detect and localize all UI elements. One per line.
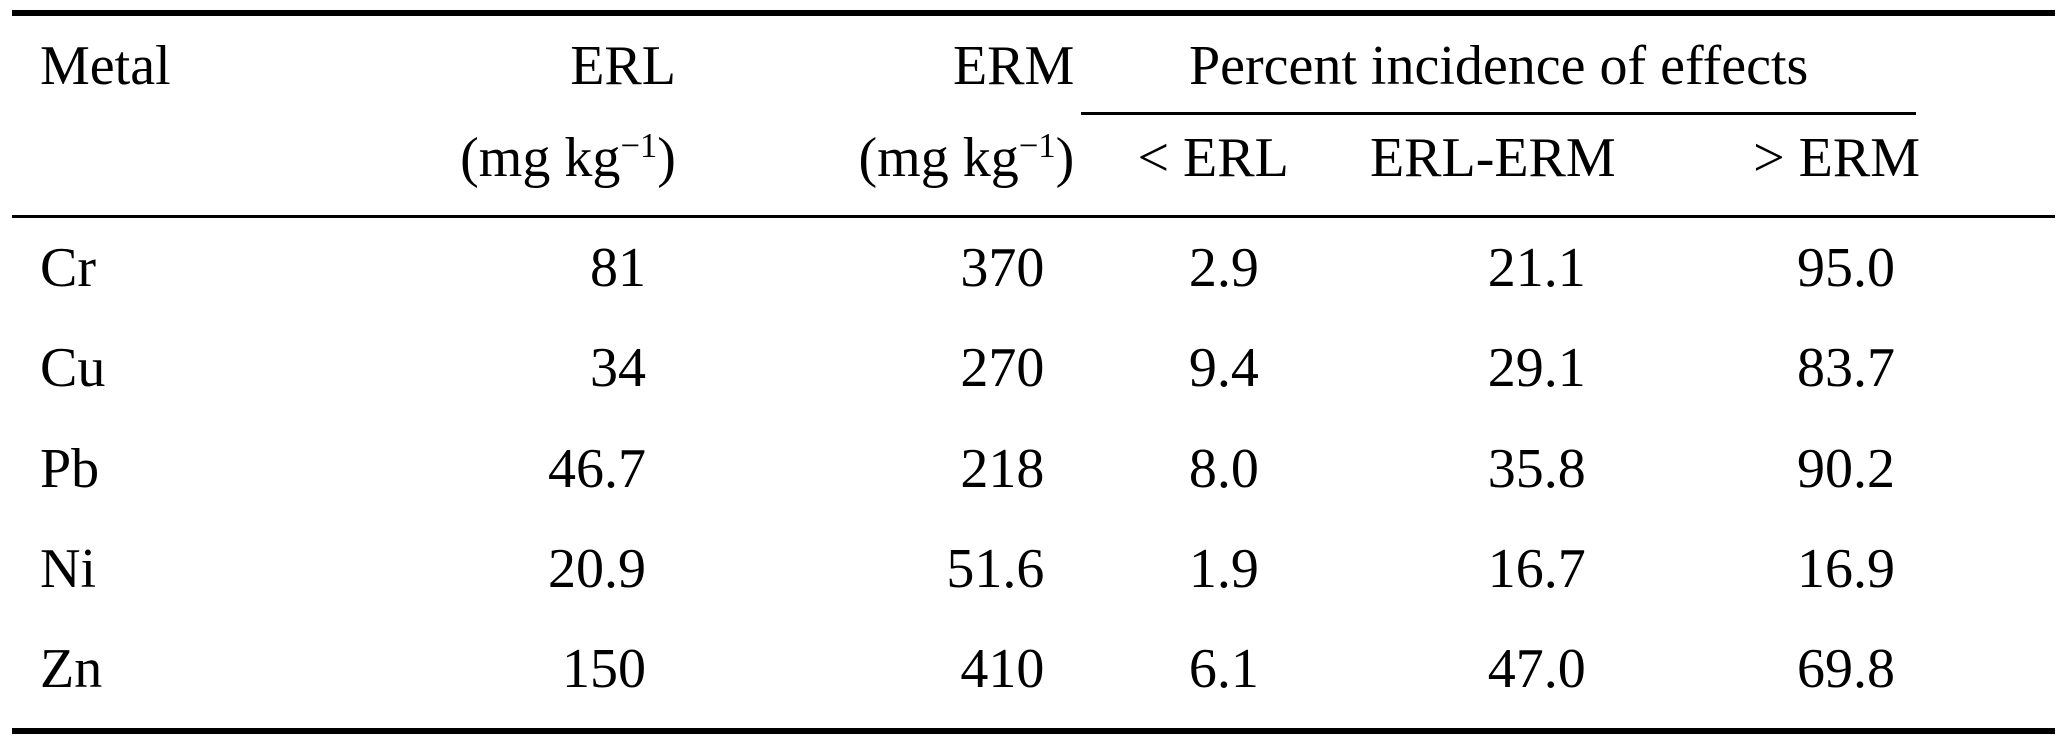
unit-superscript: −1 bbox=[1018, 126, 1056, 166]
table-row: Zn 150 410 6.1 47.0 69.8 bbox=[12, 619, 2055, 730]
header-lt-erl: < ERL bbox=[1074, 116, 1289, 218]
cell-erl-erm: 35.8 bbox=[1487, 437, 1586, 500]
cell-erm: 410 bbox=[960, 638, 1045, 701]
header-metal-spacer bbox=[12, 116, 247, 218]
header-erl: ERL bbox=[570, 35, 676, 97]
header-erm-unit: (mg kg−1) bbox=[675, 116, 1075, 218]
cell-metal: Ni bbox=[40, 537, 96, 600]
header-row-sub: (mg kg−1) (mg kg−1) < ERL ERL-ERM > ERM bbox=[12, 116, 2055, 218]
cell-erl: 81 bbox=[589, 236, 646, 299]
header-erl-unit: (mg kg−1) bbox=[246, 116, 676, 218]
header-erl-erm: ERL-ERM bbox=[1288, 116, 1616, 218]
cell-gt-erm: 90.2 bbox=[1797, 437, 1895, 500]
table-row: Ni 20.9 51.6 1.9 16.7 16.9 bbox=[12, 519, 2055, 619]
cell-gt-erm: 69.8 bbox=[1797, 638, 1895, 701]
header-erm: ERM bbox=[952, 35, 1075, 97]
cell-erm: 51.6 bbox=[946, 537, 1045, 600]
header-metal: Metal bbox=[40, 35, 171, 97]
cell-erm: 218 bbox=[960, 437, 1045, 500]
cell-erl: 20.9 bbox=[547, 537, 646, 600]
cell-erm: 270 bbox=[960, 337, 1045, 400]
cell-erl: 150 bbox=[561, 638, 646, 701]
unit-superscript: −1 bbox=[620, 126, 658, 166]
table-header: Metal ERL ERM Percent incidence of effec… bbox=[12, 13, 2055, 218]
table-body: Cr 81 370 2.9 21.1 95.0 Cu 34 270 9.4 29… bbox=[12, 216, 2055, 730]
cell-erl: 46.7 bbox=[547, 437, 646, 500]
table-row: Cr 81 370 2.9 21.1 95.0 bbox=[12, 216, 2055, 318]
unit-suffix: ) bbox=[657, 127, 676, 190]
cell-erl-erm: 16.7 bbox=[1487, 537, 1586, 600]
unit-suffix: ) bbox=[1055, 127, 1075, 190]
cell-gt-erm: 16.9 bbox=[1797, 537, 1895, 600]
cell-lt-erl: 8.0 bbox=[1188, 437, 1259, 500]
header-percent-group: Percent incidence of effects bbox=[1074, 13, 2055, 116]
cell-lt-erl: 6.1 bbox=[1188, 638, 1259, 701]
cell-lt-erl: 2.9 bbox=[1188, 236, 1259, 299]
header-percent-group-label: Percent incidence of effects bbox=[1081, 34, 1916, 116]
effects-table: Metal ERL ERM Percent incidence of effec… bbox=[12, 10, 2055, 734]
unit-prefix: (mg kg bbox=[858, 127, 1019, 190]
cell-lt-erl: 9.4 bbox=[1188, 337, 1259, 400]
cell-metal: Zn bbox=[40, 638, 103, 701]
cell-metal: Cr bbox=[40, 236, 96, 299]
header-row-main: Metal ERL ERM Percent incidence of effec… bbox=[12, 13, 2055, 116]
unit-prefix: (mg kg bbox=[460, 127, 621, 190]
cell-metal: Pb bbox=[40, 437, 100, 500]
cell-erl-erm: 47.0 bbox=[1487, 638, 1586, 701]
cell-lt-erl: 1.9 bbox=[1188, 537, 1259, 600]
table-row: Pb 46.7 218 8.0 35.8 90.2 bbox=[12, 419, 2055, 519]
cell-erl: 34 bbox=[589, 337, 646, 400]
cell-gt-erm: 95.0 bbox=[1797, 236, 1895, 299]
cell-gt-erm: 83.7 bbox=[1797, 337, 1895, 400]
cell-erl-erm: 29.1 bbox=[1487, 337, 1586, 400]
cell-erm: 370 bbox=[960, 236, 1045, 299]
cell-metal: Cu bbox=[40, 337, 106, 400]
table-row: Cu 34 270 9.4 29.1 83.7 bbox=[12, 318, 2055, 418]
header-gt-erm: > ERM bbox=[1615, 116, 2055, 218]
cell-erl-erm: 21.1 bbox=[1487, 236, 1586, 299]
